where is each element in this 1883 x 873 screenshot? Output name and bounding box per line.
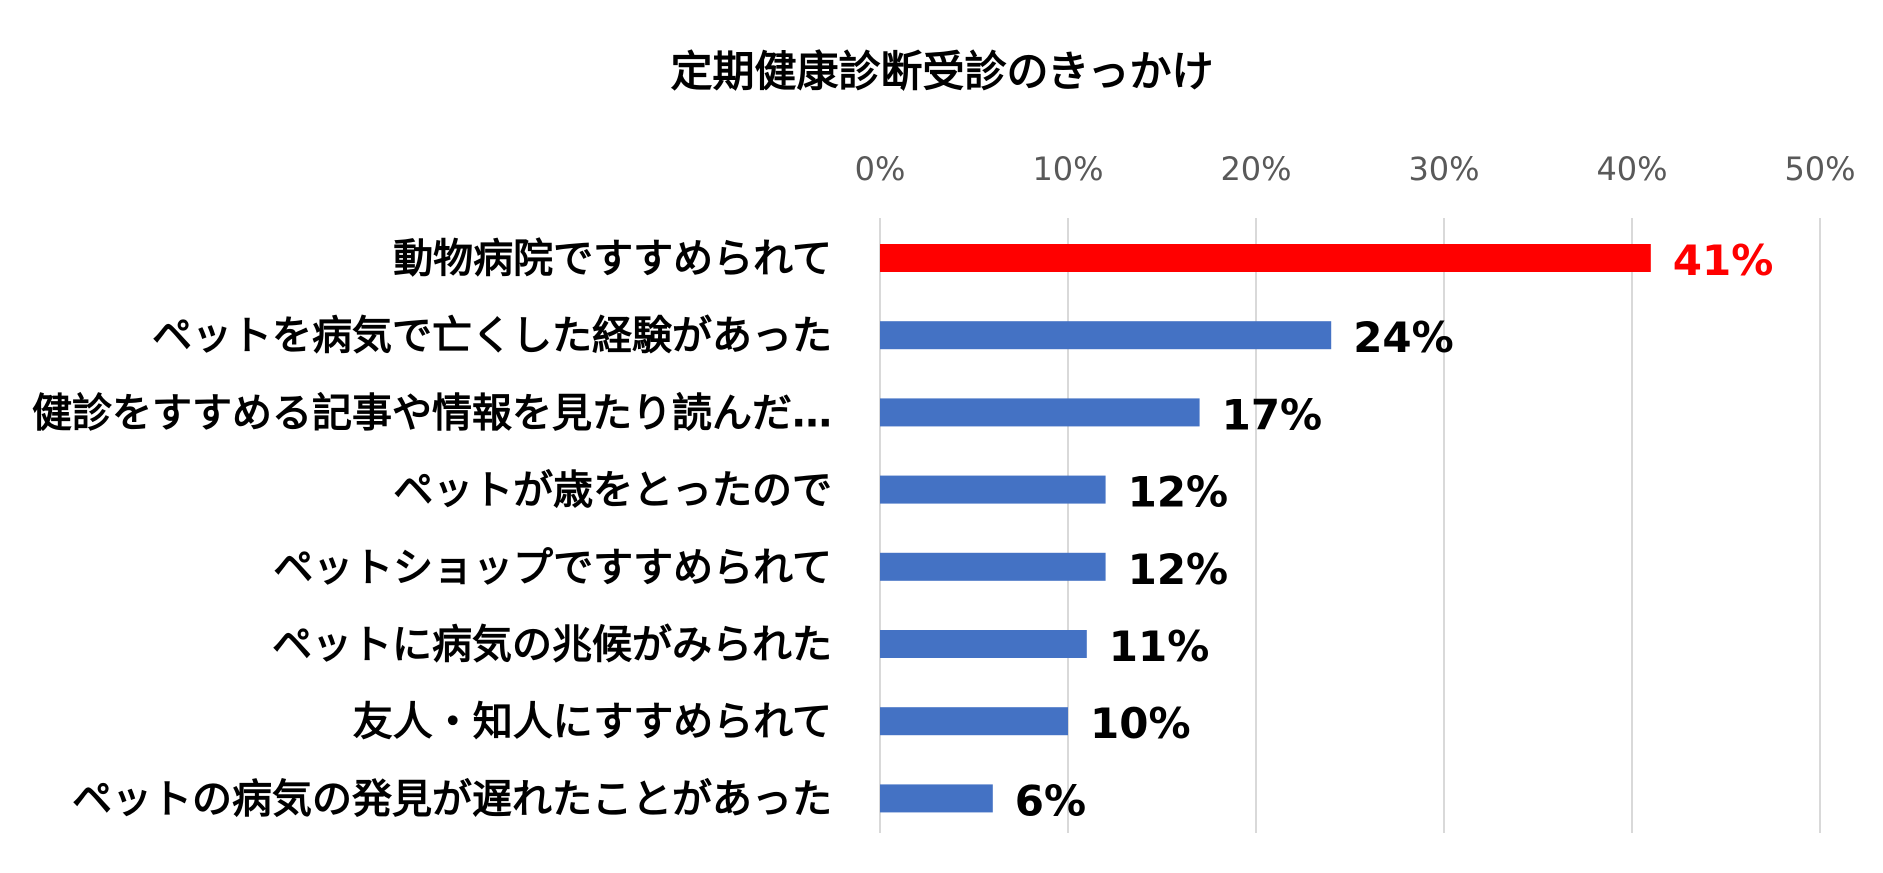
category-label: ペットショップですすめられて xyxy=(273,545,832,591)
bar xyxy=(880,398,1200,427)
category-label: ペットを病気で亡くした経験があった xyxy=(152,313,832,359)
data-label: 24% xyxy=(1353,313,1454,362)
bar xyxy=(880,552,1106,581)
data-label: 12% xyxy=(1128,545,1229,594)
x-tick-label: 40% xyxy=(1596,150,1667,188)
x-tick-label: 50% xyxy=(1784,150,1855,188)
x-tick-label: 0% xyxy=(855,150,906,188)
x-tick-label: 20% xyxy=(1220,150,1291,188)
x-axis-ticks: 0% 10% 20% 30% 40% 50% xyxy=(855,150,1856,188)
category-labels: 動物病院ですすめられてペットを病気で亡くした経験があった健診をすすめる記事や情報… xyxy=(32,236,832,822)
category-label: 動物病院ですすめられて xyxy=(393,236,832,282)
data-label: 11% xyxy=(1109,622,1210,671)
data-label: 17% xyxy=(1222,390,1323,439)
category-label: 友人・知人にすすめられて xyxy=(353,699,832,745)
bar xyxy=(880,244,1651,272)
category-label: ペットが歳をとったので xyxy=(393,468,832,514)
category-label: ペットに病気の兆候がみられた xyxy=(272,622,832,668)
data-label: 10% xyxy=(1090,699,1191,748)
value-labels: 41% 24% 17% 12% 12% 11% 10%6% xyxy=(1015,236,1774,825)
bar xyxy=(880,707,1068,736)
bar xyxy=(880,630,1087,658)
x-tick-label: 30% xyxy=(1408,150,1479,188)
bars xyxy=(880,244,1651,813)
data-label: 41% xyxy=(1673,236,1774,285)
gridlines xyxy=(879,218,1821,833)
bar xyxy=(880,784,993,813)
bar xyxy=(880,321,1332,350)
chart-title: 定期健康診断受診のきっかけ xyxy=(670,47,1213,96)
data-label: 6% xyxy=(1015,776,1086,825)
x-tick-label: 10% xyxy=(1032,150,1103,188)
data-label: 12% xyxy=(1128,468,1229,517)
category-label: 健診をすすめる記事や情報を見たり読んだ… xyxy=(32,390,832,436)
bar xyxy=(880,475,1106,504)
category-label: ペットの病気の発見が遅れたことがあった xyxy=(72,776,832,822)
